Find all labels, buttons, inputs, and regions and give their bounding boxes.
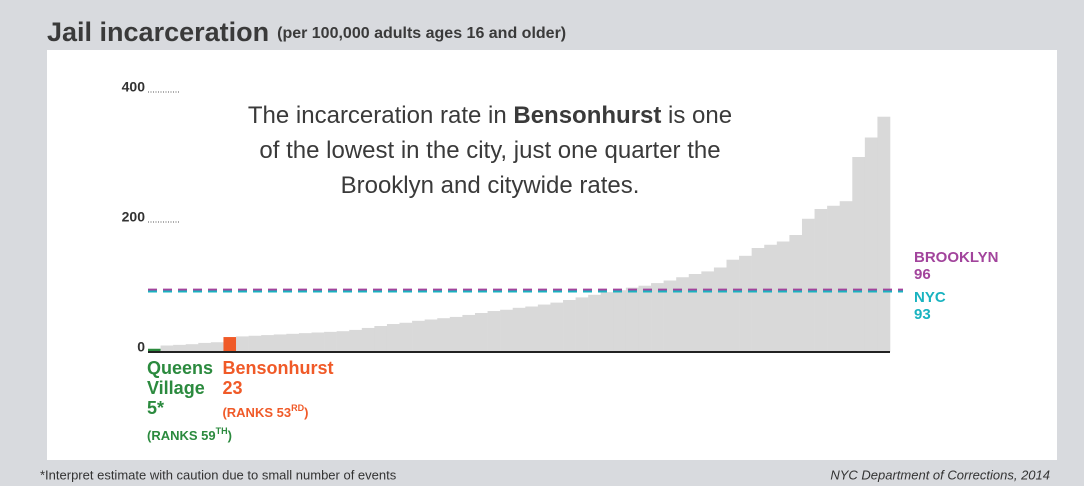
bar xyxy=(877,116,891,352)
bar xyxy=(386,324,400,352)
annotation-part: Brooklyn and citywide rates. xyxy=(341,172,640,199)
chart-title: Jail incarceration (per 100,000 adults ag… xyxy=(47,17,566,47)
rank-label: (RANKS 53RD) xyxy=(222,403,308,420)
rank-part: RD xyxy=(291,403,304,413)
bar xyxy=(852,157,866,352)
bar xyxy=(324,331,337,352)
bar xyxy=(261,335,275,352)
bar xyxy=(487,311,501,352)
bar xyxy=(298,333,312,352)
bar xyxy=(701,271,715,352)
bar xyxy=(173,344,187,352)
note: *Interpret estimate with caution due to … xyxy=(40,467,397,482)
rank-part: (RANKS 53 xyxy=(222,405,291,420)
bar xyxy=(827,205,840,352)
bar xyxy=(148,348,161,352)
bar xyxy=(663,280,677,352)
bar xyxy=(588,294,602,352)
y-tick-label: 400 xyxy=(122,79,146,95)
bar xyxy=(336,331,350,352)
bar xyxy=(814,209,828,352)
value-label: 23 xyxy=(222,378,242,398)
bar xyxy=(361,327,375,352)
bar xyxy=(864,137,878,352)
title-text: Jail incarceration xyxy=(47,17,269,47)
category-label: Bensonhurst xyxy=(222,358,333,378)
bar xyxy=(751,248,765,352)
reference-value: 93 xyxy=(914,306,931,323)
bar xyxy=(412,320,425,352)
bar xyxy=(801,218,815,352)
bar xyxy=(185,344,199,352)
bar xyxy=(223,337,237,352)
bar xyxy=(236,336,249,352)
y-tick-label: 0 xyxy=(137,339,145,355)
bar xyxy=(286,333,300,352)
bar xyxy=(613,290,627,352)
bar xyxy=(273,334,287,352)
bar xyxy=(600,292,614,352)
bar xyxy=(500,309,514,352)
bar xyxy=(449,316,463,352)
bar xyxy=(424,319,438,352)
annotation: of the lowest in the city, just one quar… xyxy=(259,137,720,164)
bar xyxy=(563,300,576,352)
bar xyxy=(550,302,564,352)
rank-label: (RANKS 59TH) xyxy=(147,426,232,443)
rank-part: ) xyxy=(228,428,232,443)
category-label: Queens Village xyxy=(147,358,213,398)
bar xyxy=(437,318,451,352)
bar xyxy=(160,345,174,352)
reference-name: BROOKLYN xyxy=(914,249,998,266)
source: NYC Department of Corrections, 2014 xyxy=(830,467,1050,482)
bar xyxy=(248,335,262,352)
y-tick-label: 200 xyxy=(122,209,146,225)
rank-part: TH xyxy=(216,426,228,436)
bar xyxy=(676,277,690,352)
annotation-part: is one xyxy=(661,102,732,129)
bar xyxy=(625,287,639,352)
annotation: Brooklyn and citywide rates. xyxy=(341,172,640,199)
annotation: The incarceration rate in Bensonhurst is… xyxy=(248,102,732,129)
annotation-part: Bensonhurst xyxy=(513,102,661,129)
category-line: Village xyxy=(147,378,205,398)
bar xyxy=(638,285,652,352)
bar xyxy=(726,259,740,352)
bar xyxy=(575,297,589,352)
bar xyxy=(311,332,325,352)
bar xyxy=(349,329,363,352)
bar xyxy=(198,342,212,352)
bar xyxy=(651,283,664,352)
bar xyxy=(764,244,778,352)
bar xyxy=(374,326,388,352)
bar xyxy=(776,241,790,352)
bar xyxy=(713,267,727,352)
bar xyxy=(688,274,702,352)
bar xyxy=(462,314,476,352)
bar xyxy=(512,307,526,352)
bar xyxy=(399,322,413,352)
bar xyxy=(525,306,539,352)
value-label: 5* xyxy=(147,398,164,418)
bar xyxy=(789,235,803,352)
rank-part: (RANKS 59 xyxy=(147,428,216,443)
subtitle: (per 100,000 adults ages 16 and older) xyxy=(277,25,566,42)
bar xyxy=(839,201,853,352)
bar xyxy=(210,342,224,352)
reference-name: NYC xyxy=(914,289,946,306)
annotation-part: The incarceration rate in xyxy=(248,102,513,129)
annotation-part: of the lowest in the city, just one quar… xyxy=(259,137,720,164)
rank-part: ) xyxy=(304,405,308,420)
bar xyxy=(474,313,488,352)
bar xyxy=(739,255,752,352)
reference-value: 96 xyxy=(914,266,931,283)
bar xyxy=(537,304,551,352)
category-line: Queens xyxy=(147,358,213,378)
